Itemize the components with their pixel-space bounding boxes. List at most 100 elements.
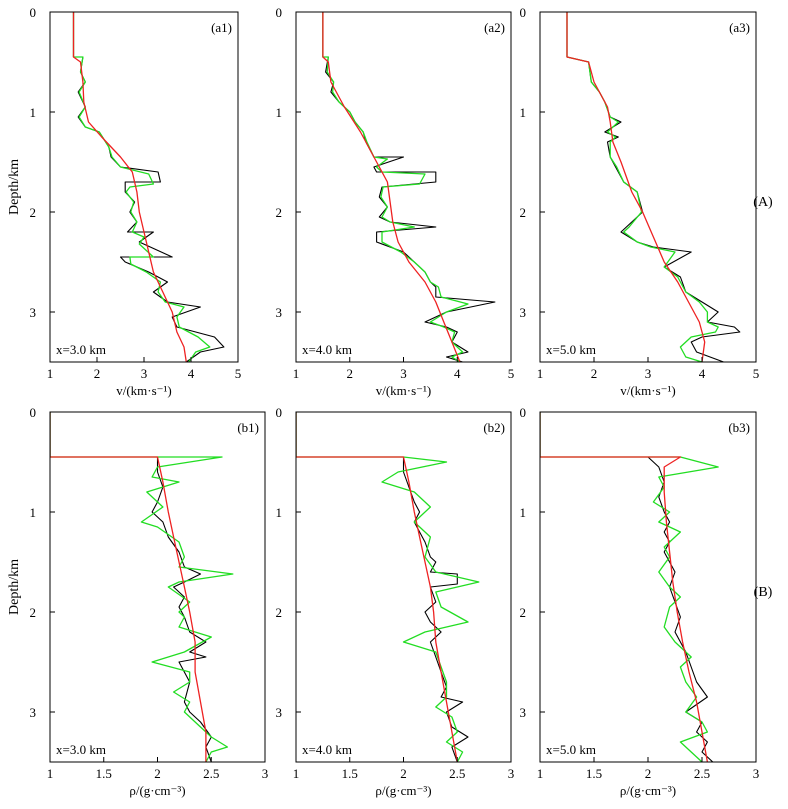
series-black-line (322, 12, 496, 362)
panel-label: (b1) (237, 420, 259, 435)
y-tick-label: 0 (30, 5, 37, 20)
annotation: x=4.0 km (302, 342, 352, 357)
series-red-line (50, 412, 207, 762)
x-tick-label: 2.5 (449, 766, 465, 781)
annotation: x=5.0 km (546, 342, 596, 357)
series-green-line (50, 412, 234, 762)
y-tick-label: 2 (30, 205, 37, 220)
panel-label: (b3) (728, 420, 750, 435)
x-tick-label: 1 (47, 366, 54, 381)
x-axis-label: v/(km·s⁻¹) (620, 383, 676, 398)
series-green-line (322, 12, 469, 362)
series-group (566, 12, 741, 362)
x-tick-label: 3 (141, 366, 148, 381)
y-tick-label: 0 (520, 5, 527, 20)
y-tick-label: 1 (276, 505, 283, 520)
x-tick-label: 4 (188, 366, 195, 381)
panel-a1: 1 2 3 4 5 0 1 2 3 (a1) x=3.0 km v/(km·s⁻¹) Depth/km (7, 5, 241, 398)
y-tick-label: 2 (30, 605, 37, 620)
x-tick-label: 1 (537, 366, 544, 381)
annotation: x=5.0 km (546, 742, 596, 757)
x-tick-label: 1 (293, 766, 300, 781)
panel-b1: 1 1.5 2 2.5 3 0 1 2 3 (b1) x=3.0 km ρ/(g·cm⁻³) Depth… (7, 405, 268, 798)
x-tick-label: 2 (347, 366, 354, 381)
series-red-line (322, 12, 461, 362)
annotation: x=3.0 km (56, 342, 106, 357)
series-group (296, 412, 480, 762)
x-tick-label: 2 (154, 766, 161, 781)
x-tick-label: 2 (94, 366, 101, 381)
y-tick-label: 0 (520, 405, 527, 420)
series-group (72, 12, 225, 362)
x-tick-label: 1.5 (586, 766, 602, 781)
panels: 1 2 3 4 5 0 1 2 3 (a1) x=3.0 km v/(km·s⁻¹) Depth/km 1… (7, 5, 759, 798)
x-tick-label: 3 (508, 766, 515, 781)
x-axis-label: ρ/(g·cm⁻³) (620, 783, 676, 798)
x-tick-label: 4 (699, 366, 706, 381)
y-tick-label: 2 (520, 605, 527, 620)
panel-label: (b2) (483, 420, 505, 435)
x-tick-label: 5 (753, 366, 760, 381)
y-tick-label: 3 (276, 305, 283, 320)
x-tick-label: 4 (454, 366, 461, 381)
y-tick-label: 1 (30, 105, 37, 120)
x-axis-label: ρ/(g·cm⁻³) (129, 783, 185, 798)
y-axis-label: Depth/km (7, 159, 22, 215)
x-tick-label: 1 (47, 766, 54, 781)
panel-a3: 1 2 3 4 5 0 1 2 3 (a3) x=5.0 km v/(km·s⁻¹) (520, 5, 760, 398)
y-tick-label: 1 (520, 505, 527, 520)
x-axis-label: v/(km·s⁻¹) (116, 383, 172, 398)
y-axis-label: Depth/km (7, 559, 22, 615)
y-tick-label: 1 (30, 505, 37, 520)
y-tick-label: 3 (30, 705, 37, 720)
series-black-line (72, 12, 225, 362)
panel-a2: 1 2 3 4 5 0 1 2 3 (a2) x=4.0 km v/(km·s⁻¹) (276, 5, 515, 398)
panel-label: (a3) (729, 20, 750, 35)
panel-label: (a2) (484, 20, 505, 35)
panel-label: (a1) (211, 20, 232, 35)
x-tick-label: 1 (293, 366, 300, 381)
x-tick-label: 1 (537, 766, 544, 781)
y-tick-label: 0 (30, 405, 37, 420)
series-black-line (566, 12, 741, 362)
x-tick-label: 2.5 (694, 766, 710, 781)
y-tick-label: 2 (520, 205, 527, 220)
x-tick-label: 1.5 (342, 766, 358, 781)
x-tick-label: 3 (400, 366, 407, 381)
panel-b3: 1 1.5 2 2.5 3 0 1 2 3 (b3) x=5.0 km ρ/(g·cm⁻³) (520, 405, 760, 798)
series-black-line (50, 412, 212, 762)
annotation: x=4.0 km (302, 742, 352, 757)
y-tick-label: 1 (276, 105, 283, 120)
series-red-line (540, 412, 709, 762)
series-green-line (72, 12, 211, 362)
x-axis-label: v/(km·s⁻¹) (376, 383, 432, 398)
series-black-line (296, 412, 469, 762)
row-label-b: (B) (754, 585, 773, 600)
y-tick-label: 3 (520, 305, 527, 320)
plot-frame (539, 411, 757, 763)
x-tick-label: 3 (262, 766, 269, 781)
y-tick-label: 0 (276, 405, 283, 420)
y-tick-label: 0 (276, 5, 283, 20)
series-green-line (566, 12, 719, 362)
panel-b2: 1 1.5 2 2.5 3 0 1 2 3 (b2) x=4.0 km ρ/(g·cm⁻³) (276, 405, 515, 798)
y-tick-label: 1 (520, 105, 527, 120)
series-green-line (540, 412, 719, 762)
plot-frame (49, 11, 239, 363)
x-tick-label: 3 (753, 766, 760, 781)
plot-frame (539, 11, 757, 363)
y-tick-label: 2 (276, 605, 283, 620)
row-label-a: (A) (753, 195, 773, 210)
x-tick-label: 2 (400, 766, 407, 781)
x-tick-label: 1.5 (96, 766, 112, 781)
x-tick-label: 3 (645, 366, 652, 381)
y-tick-label: 3 (276, 705, 283, 720)
x-axis-label: ρ/(g·cm⁻³) (375, 783, 431, 798)
series-red-line (72, 12, 187, 362)
series-red-line (566, 12, 706, 362)
x-tick-label: 2 (591, 366, 598, 381)
annotation: x=3.0 km (56, 742, 106, 757)
x-tick-label: 5 (235, 366, 242, 381)
y-tick-label: 2 (276, 205, 283, 220)
